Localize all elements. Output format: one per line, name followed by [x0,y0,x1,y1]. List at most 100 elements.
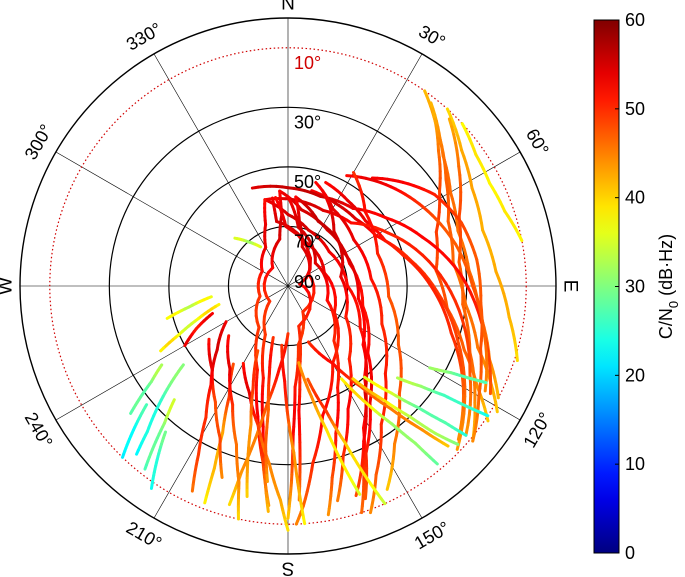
track-segment [449,290,457,303]
elevation-ring-label: 90° [294,272,321,292]
track-segment [284,224,300,237]
azimuth-tick-label: 60° [522,125,553,159]
track-segment [444,281,453,294]
cardinal-label: W [0,277,17,295]
track-segment [453,299,461,312]
track-segment [379,497,387,506]
horizon-circle [19,17,557,555]
track-segment [135,448,140,456]
azimuth-spoke [287,151,521,287]
track-segment [296,233,309,249]
cardinal-label: N [281,0,295,15]
colorbar-title-unit: (dB·Hz) [656,234,676,301]
elevation-ring-label: 10° [294,53,321,73]
track-segment [458,272,468,285]
track-segment [471,431,476,443]
track-segment [457,308,464,322]
track-segment [442,441,450,448]
azimuth-tick-label: 120° [519,409,555,451]
azimuth-spoke [55,285,289,421]
colorbar-tick-label: 40 [625,188,645,208]
elevation-ring-label: 30° [294,112,321,132]
track-segment [121,452,126,459]
track-segment [305,245,312,260]
track-segment [452,339,459,352]
track-segment [461,375,465,389]
track-segment [285,523,290,532]
azimuth-tick-label: 330° [123,19,165,55]
track-segment [460,431,468,437]
track-segment [149,483,154,490]
colorbar-tick-label: 10 [625,454,645,474]
colorbar-title-sub: 0 [666,301,681,308]
cardinal-label: S [282,558,295,577]
track-segment [460,357,465,370]
azimuth-tick-label: 150° [411,517,453,553]
colorbar-tick-label: 50 [625,99,645,119]
track-segment [482,412,490,418]
cardinal-label: E [560,280,581,293]
colorbar-title: C/N0 (dB·Hz) [656,234,681,339]
track-segment [486,352,492,365]
track-segment [457,357,463,370]
track-segment [361,448,365,461]
azimuth-spoke [55,151,289,287]
track-segment [515,351,519,363]
colorbar-title-main: C/N [656,308,676,339]
track-segment [190,483,195,493]
track-segment [438,273,448,285]
track-segment [304,267,312,280]
track-segment [467,350,472,365]
track-segment [452,441,460,446]
track-segment [360,504,364,515]
track-segment [336,491,341,503]
track-segment [159,346,166,353]
track-segment [481,380,488,385]
elevation-ring [49,47,527,525]
track-segment [447,258,457,269]
track-segment [465,339,471,354]
track-segment [495,405,499,414]
azimuth-spoke [287,285,423,519]
track-segment [464,281,473,294]
track-segment [266,503,270,513]
track-segment [432,459,439,466]
track-segment [143,463,148,471]
track-segment [447,312,455,325]
colorbar-tick-label: 30 [625,277,645,297]
track-segment [454,330,460,343]
track-segment [455,348,461,361]
track-segment [427,259,437,270]
colorbar-gradient [593,19,620,554]
track-segment [482,333,488,346]
track-segment [484,342,488,355]
track-segment [484,370,489,383]
track-segment [467,402,472,417]
track-segment [355,487,362,496]
colorbar-tick-label: 60 [625,10,645,30]
track-segment [495,389,500,400]
track-segment [464,423,470,437]
track-segment [356,475,362,488]
track-segment [451,321,458,334]
track-segment [463,328,469,343]
colorbar: 0 10 20 30 40 50 60 C/N0 (dB·Hz) [593,10,681,563]
track-segment [297,316,308,328]
track-segment [302,516,307,526]
track-segment [453,265,462,276]
track-segment [473,300,481,315]
track-segment [219,469,224,479]
track-segment [324,396,331,409]
track-segment [331,352,338,365]
track-segment [286,510,291,520]
track-segment [368,504,374,515]
track-segment [165,314,173,320]
elevation-ring-label: 50° [294,172,321,192]
track-segment [466,413,471,427]
colorbar-tick-label: 20 [625,365,645,385]
track-segment [433,266,442,277]
track-segment [183,341,189,348]
track-segment [304,307,312,320]
track-segment [460,318,467,332]
